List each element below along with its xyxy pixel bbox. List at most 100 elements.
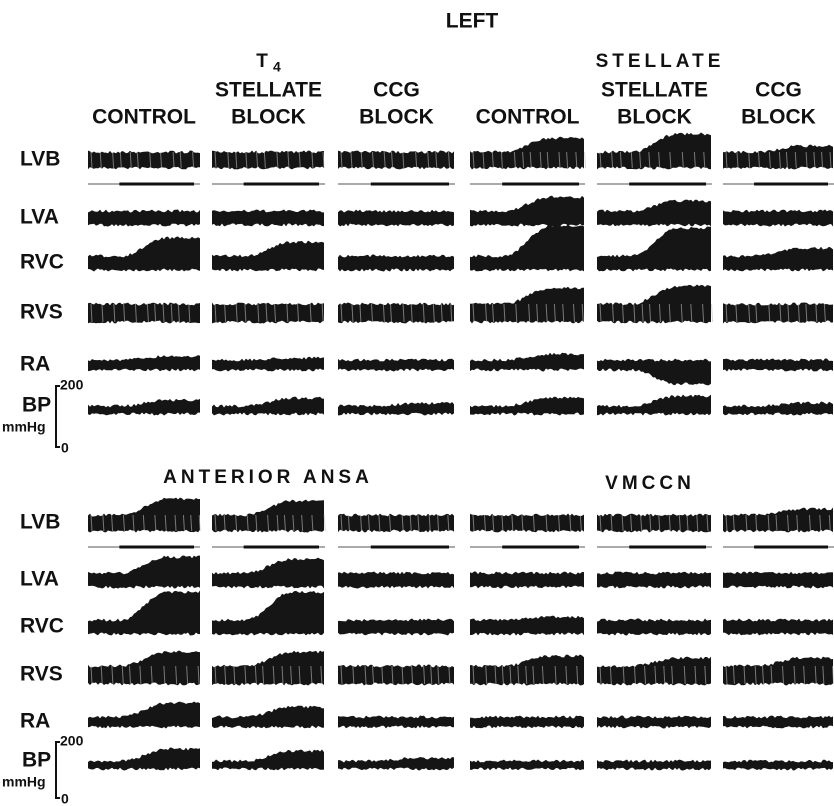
trace-texture — [235, 303, 238, 323]
trace — [723, 358, 833, 372]
trace-texture — [683, 665, 686, 685]
trace-texture — [640, 514, 643, 532]
trace-texture — [545, 303, 548, 323]
trace-texture — [235, 151, 238, 169]
trace-texture — [702, 303, 705, 323]
trace-texture — [340, 665, 343, 685]
trace — [88, 701, 200, 729]
trace-texture — [411, 665, 414, 685]
trace — [470, 224, 584, 272]
trace-texture — [401, 514, 404, 532]
trace-texture — [743, 665, 746, 685]
trace-texture — [360, 514, 363, 532]
trace-texture — [410, 303, 413, 323]
trace-texture — [649, 514, 652, 532]
trace-texture — [437, 665, 440, 685]
trace-texture — [584, 151, 587, 169]
trace-texture — [794, 151, 797, 169]
trace-texture — [100, 665, 103, 685]
trace — [470, 195, 584, 227]
trace-texture — [554, 665, 557, 685]
trace-texture — [409, 514, 412, 532]
trace-texture — [364, 665, 367, 685]
trace — [470, 286, 584, 324]
trace-texture — [160, 151, 163, 169]
trace-texture — [796, 514, 799, 532]
trace — [212, 557, 324, 589]
figure-title: LEFT — [446, 10, 499, 33]
trace-texture — [558, 151, 561, 169]
trace — [88, 555, 200, 589]
trace-texture — [786, 514, 789, 532]
trace — [597, 759, 711, 771]
trace-texture — [188, 303, 191, 323]
trace — [723, 571, 833, 589]
row-label: BP — [22, 749, 51, 772]
column-header: CONTROL — [92, 106, 196, 129]
trace — [597, 513, 711, 533]
trace-texture — [782, 665, 785, 685]
trace — [597, 358, 711, 386]
trace-texture — [745, 514, 748, 532]
trace-texture — [492, 514, 495, 532]
trace-texture — [641, 303, 644, 323]
trace-texture — [389, 514, 392, 532]
scale-bracket — [55, 741, 60, 799]
trace-texture — [485, 665, 488, 685]
trace — [338, 302, 454, 324]
trace-texture — [154, 303, 157, 323]
trace-texture — [532, 514, 535, 532]
trace-texture — [121, 665, 124, 685]
trace-texture — [448, 665, 451, 685]
trace-texture — [619, 151, 622, 169]
trace-texture — [648, 151, 651, 169]
trace-texture — [644, 665, 647, 685]
trace-texture — [267, 514, 270, 532]
trace-texture — [298, 665, 301, 685]
trace-texture — [823, 303, 826, 323]
trace-texture — [669, 151, 672, 169]
trace — [338, 209, 454, 227]
trace — [212, 590, 324, 636]
trace-texture — [401, 665, 404, 685]
trace-texture — [725, 151, 728, 169]
trace-texture — [246, 514, 249, 532]
trace-texture — [819, 514, 822, 532]
trace-texture — [805, 151, 808, 169]
trace-texture — [668, 514, 671, 532]
trace — [597, 132, 711, 170]
trace-texture — [539, 151, 542, 169]
trace-texture — [111, 665, 114, 685]
trace-texture — [402, 151, 405, 169]
trace-texture — [423, 665, 426, 685]
trace — [338, 715, 454, 729]
trace-texture — [301, 514, 304, 532]
trace — [470, 396, 584, 416]
trace-texture — [513, 151, 516, 169]
trace-texture — [815, 303, 818, 323]
trace-texture — [821, 151, 824, 169]
trace-texture — [390, 303, 393, 323]
trace-texture — [755, 514, 758, 532]
trace-texture — [223, 514, 226, 532]
trace-texture — [310, 665, 313, 685]
trace-texture — [290, 665, 293, 685]
trace-texture — [658, 151, 661, 169]
column-header: BLOCK — [617, 106, 692, 129]
scale-bottom: 0 — [61, 440, 69, 456]
trace — [338, 358, 454, 372]
trace-texture — [122, 514, 125, 532]
trace-texture — [681, 151, 684, 169]
trace-texture — [611, 151, 614, 169]
trace-texture — [90, 665, 93, 685]
trace-texture — [142, 514, 145, 532]
trace-texture — [767, 514, 770, 532]
trace-texture — [281, 665, 284, 685]
trace — [723, 715, 833, 729]
trace-texture — [575, 151, 578, 169]
row-label: RA — [20, 710, 50, 733]
trace-texture — [633, 303, 636, 323]
trace-texture — [101, 303, 104, 323]
trace-texture — [678, 514, 681, 532]
trace-texture — [347, 514, 350, 532]
